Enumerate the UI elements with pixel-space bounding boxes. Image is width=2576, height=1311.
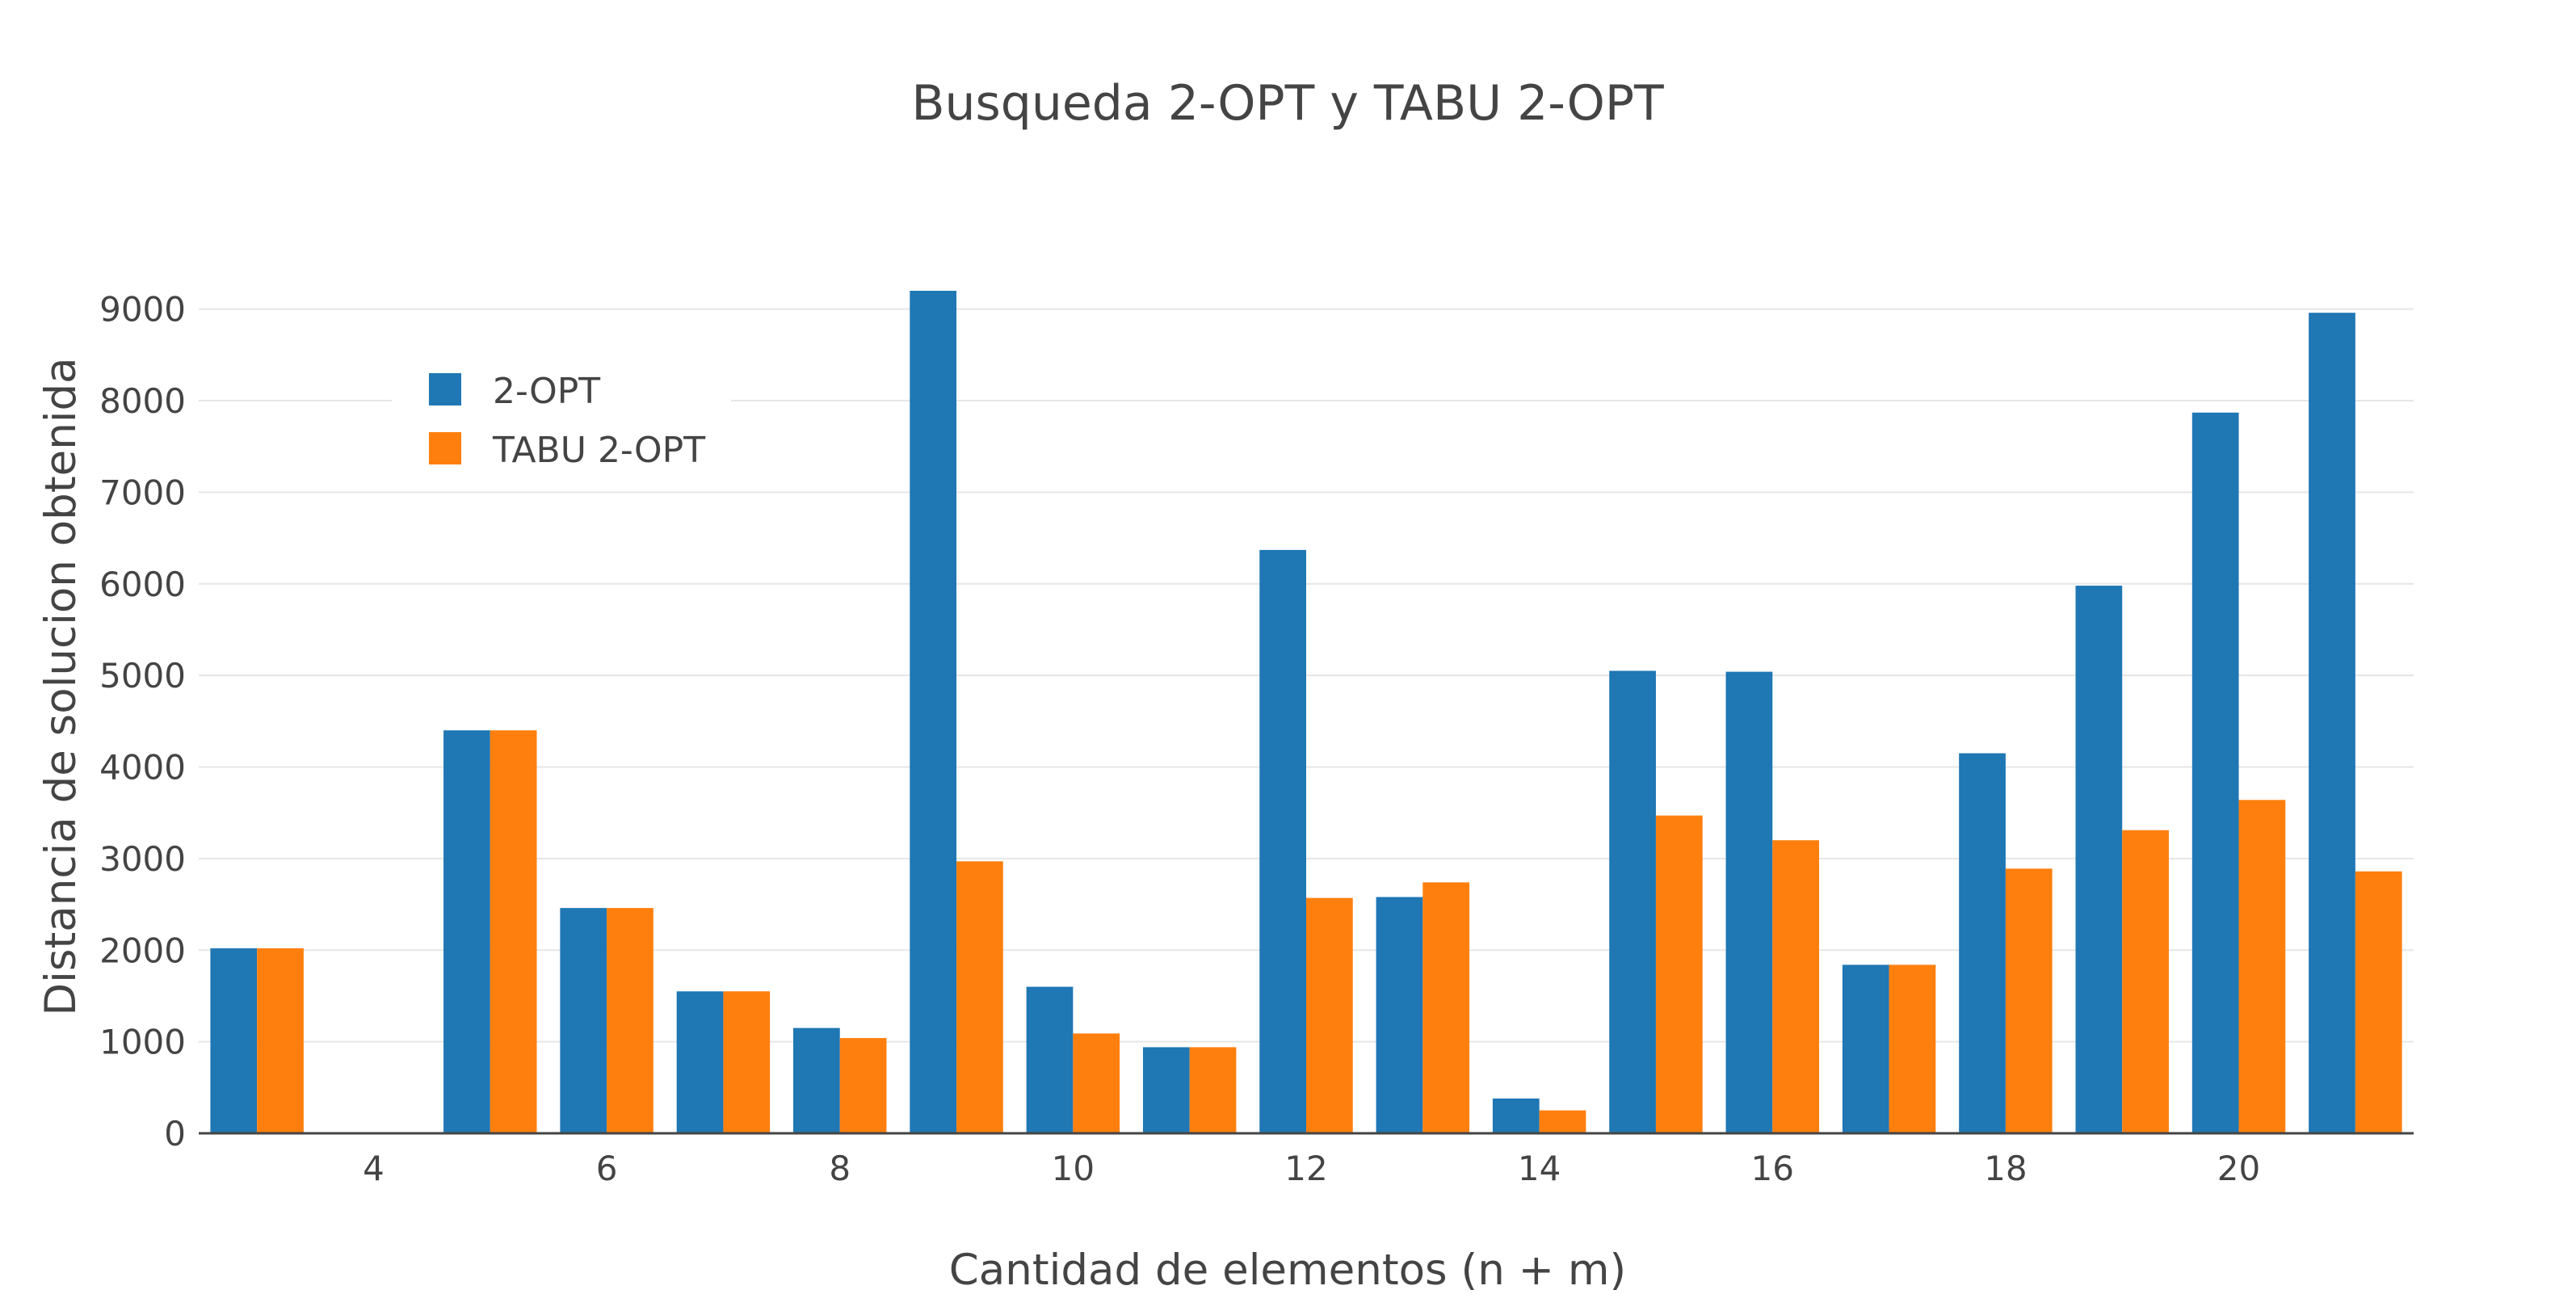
x-tick-label-20: 20 — [2217, 1149, 2260, 1188]
bar-tabu-2-opt-3 — [257, 948, 304, 1133]
bar-tabu-2-opt-10 — [1073, 1033, 1120, 1133]
y-tick-label-4000: 4000 — [99, 748, 186, 788]
bar-tabu-2-opt-17 — [1889, 964, 1936, 1133]
bar-2-opt-19 — [2075, 586, 2123, 1133]
bar-2-opt-8 — [793, 1027, 840, 1133]
bar-tabu-2-opt-5 — [490, 730, 537, 1133]
x-tick-label-14: 14 — [1518, 1149, 1561, 1188]
bar-2-opt-18 — [1959, 753, 2006, 1133]
y-tick-label-6000: 6000 — [99, 565, 186, 604]
bar-2-opt-10 — [1026, 986, 1074, 1133]
bar-2-opt-11 — [1142, 1047, 1190, 1133]
bar-2-opt-6 — [560, 908, 607, 1133]
x-tick-label-4: 4 — [363, 1149, 385, 1188]
bar-2-opt-15 — [1609, 670, 1656, 1133]
y-tick-label-8000: 8000 — [99, 381, 186, 421]
bar-tabu-2-opt-14 — [1539, 1110, 1586, 1133]
x-axis-title: Cantidad de elementos (n + m) — [949, 1246, 1626, 1295]
bar-tabu-2-opt-6 — [607, 908, 653, 1133]
y-tick-label-0: 0 — [164, 1114, 186, 1153]
series-tabu-2-opt — [257, 730, 2402, 1133]
bar-tabu-2-opt-19 — [2122, 830, 2169, 1133]
bar-2-opt-9 — [910, 291, 957, 1133]
bar-tabu-2-opt-9 — [956, 861, 1003, 1133]
bar-tabu-2-opt-8 — [839, 1038, 887, 1133]
bars — [210, 291, 2402, 1134]
y-tick-label-9000: 9000 — [99, 290, 186, 330]
y-tick-label-5000: 5000 — [99, 656, 186, 695]
bar-tabu-2-opt-18 — [2005, 868, 2053, 1133]
bar-tabu-2-opt-16 — [1772, 840, 1819, 1133]
bar-tabu-2-opt-15 — [1655, 815, 1703, 1133]
tick-labels: 0 1000 2000 3000 4000 5000 6000 7000 8000 9000 4 6 8… — [99, 290, 2260, 1188]
x-tick-label-10: 10 — [1052, 1149, 1095, 1188]
bar-tabu-2-opt-20 — [2238, 800, 2286, 1133]
x-tick-label-18: 18 — [1984, 1149, 2027, 1188]
legend: 2-OPT TABU 2-OPT — [392, 339, 731, 481]
legend-swatch-2opt — [429, 373, 461, 405]
x-tick-label-6: 6 — [596, 1149, 618, 1188]
bar-tabu-2-opt-13 — [1422, 882, 1470, 1133]
y-tick-label-3000: 3000 — [99, 839, 186, 879]
bar-2-opt-20 — [2191, 412, 2239, 1134]
x-tick-label-8: 8 — [829, 1149, 851, 1188]
series-2-opt — [210, 291, 2355, 1134]
bar-2-opt-12 — [1259, 549, 1306, 1133]
bar-2-opt-13 — [1376, 897, 1423, 1133]
bar-2-opt-7 — [676, 991, 724, 1133]
bar-2-opt-16 — [1725, 671, 1773, 1133]
x-tick-label-12: 12 — [1284, 1149, 1327, 1188]
bar-2-opt-5 — [443, 730, 490, 1133]
x-tick-label-16: 16 — [1751, 1149, 1794, 1188]
y-tick-label-7000: 7000 — [99, 473, 186, 512]
legend-swatch-tabu-2opt — [429, 432, 461, 464]
bar-2-opt-14 — [1492, 1098, 1540, 1133]
chart-title: Busqueda 2-OPT y TABU 2-OPT — [911, 75, 1664, 132]
bar-tabu-2-opt-12 — [1306, 897, 1353, 1133]
y-axis-title: Distancia de solucion obtenida — [36, 357, 86, 1015]
bar-tabu-2-opt-21 — [2355, 871, 2402, 1133]
y-tick-label-2000: 2000 — [99, 931, 186, 970]
bar-tabu-2-opt-11 — [1189, 1047, 1237, 1133]
legend-label-2opt: 2-OPT — [493, 371, 600, 412]
bar-tabu-2-opt-7 — [723, 991, 771, 1133]
bar-2-opt-21 — [2309, 313, 2355, 1133]
bar-2-opt-3 — [210, 948, 258, 1133]
legend-label-tabu-2opt: TABU 2-OPT — [492, 430, 705, 471]
y-tick-label-1000: 1000 — [99, 1023, 186, 1062]
bar-2-opt-17 — [1842, 964, 1889, 1133]
